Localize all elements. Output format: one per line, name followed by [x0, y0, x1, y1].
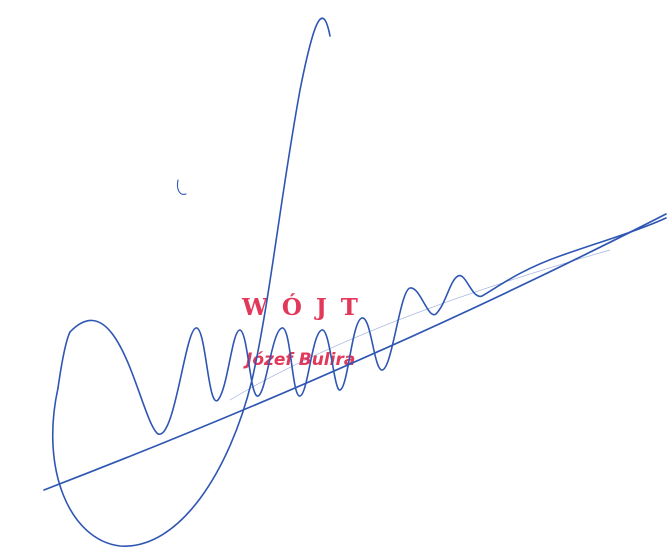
signature-underline-stroke: [43, 213, 667, 491]
signature-tick-stroke: [176, 179, 187, 195]
signature-entry-stroke: [57, 331, 71, 389]
stamp-title: WÓJT: [242, 294, 372, 321]
stamp-name: Józef Bulira: [246, 350, 356, 370]
signature-main-stroke: [69, 217, 667, 435]
signature-faint-stroke: [229, 249, 611, 401]
signature-loop-stroke: [51, 17, 331, 547]
